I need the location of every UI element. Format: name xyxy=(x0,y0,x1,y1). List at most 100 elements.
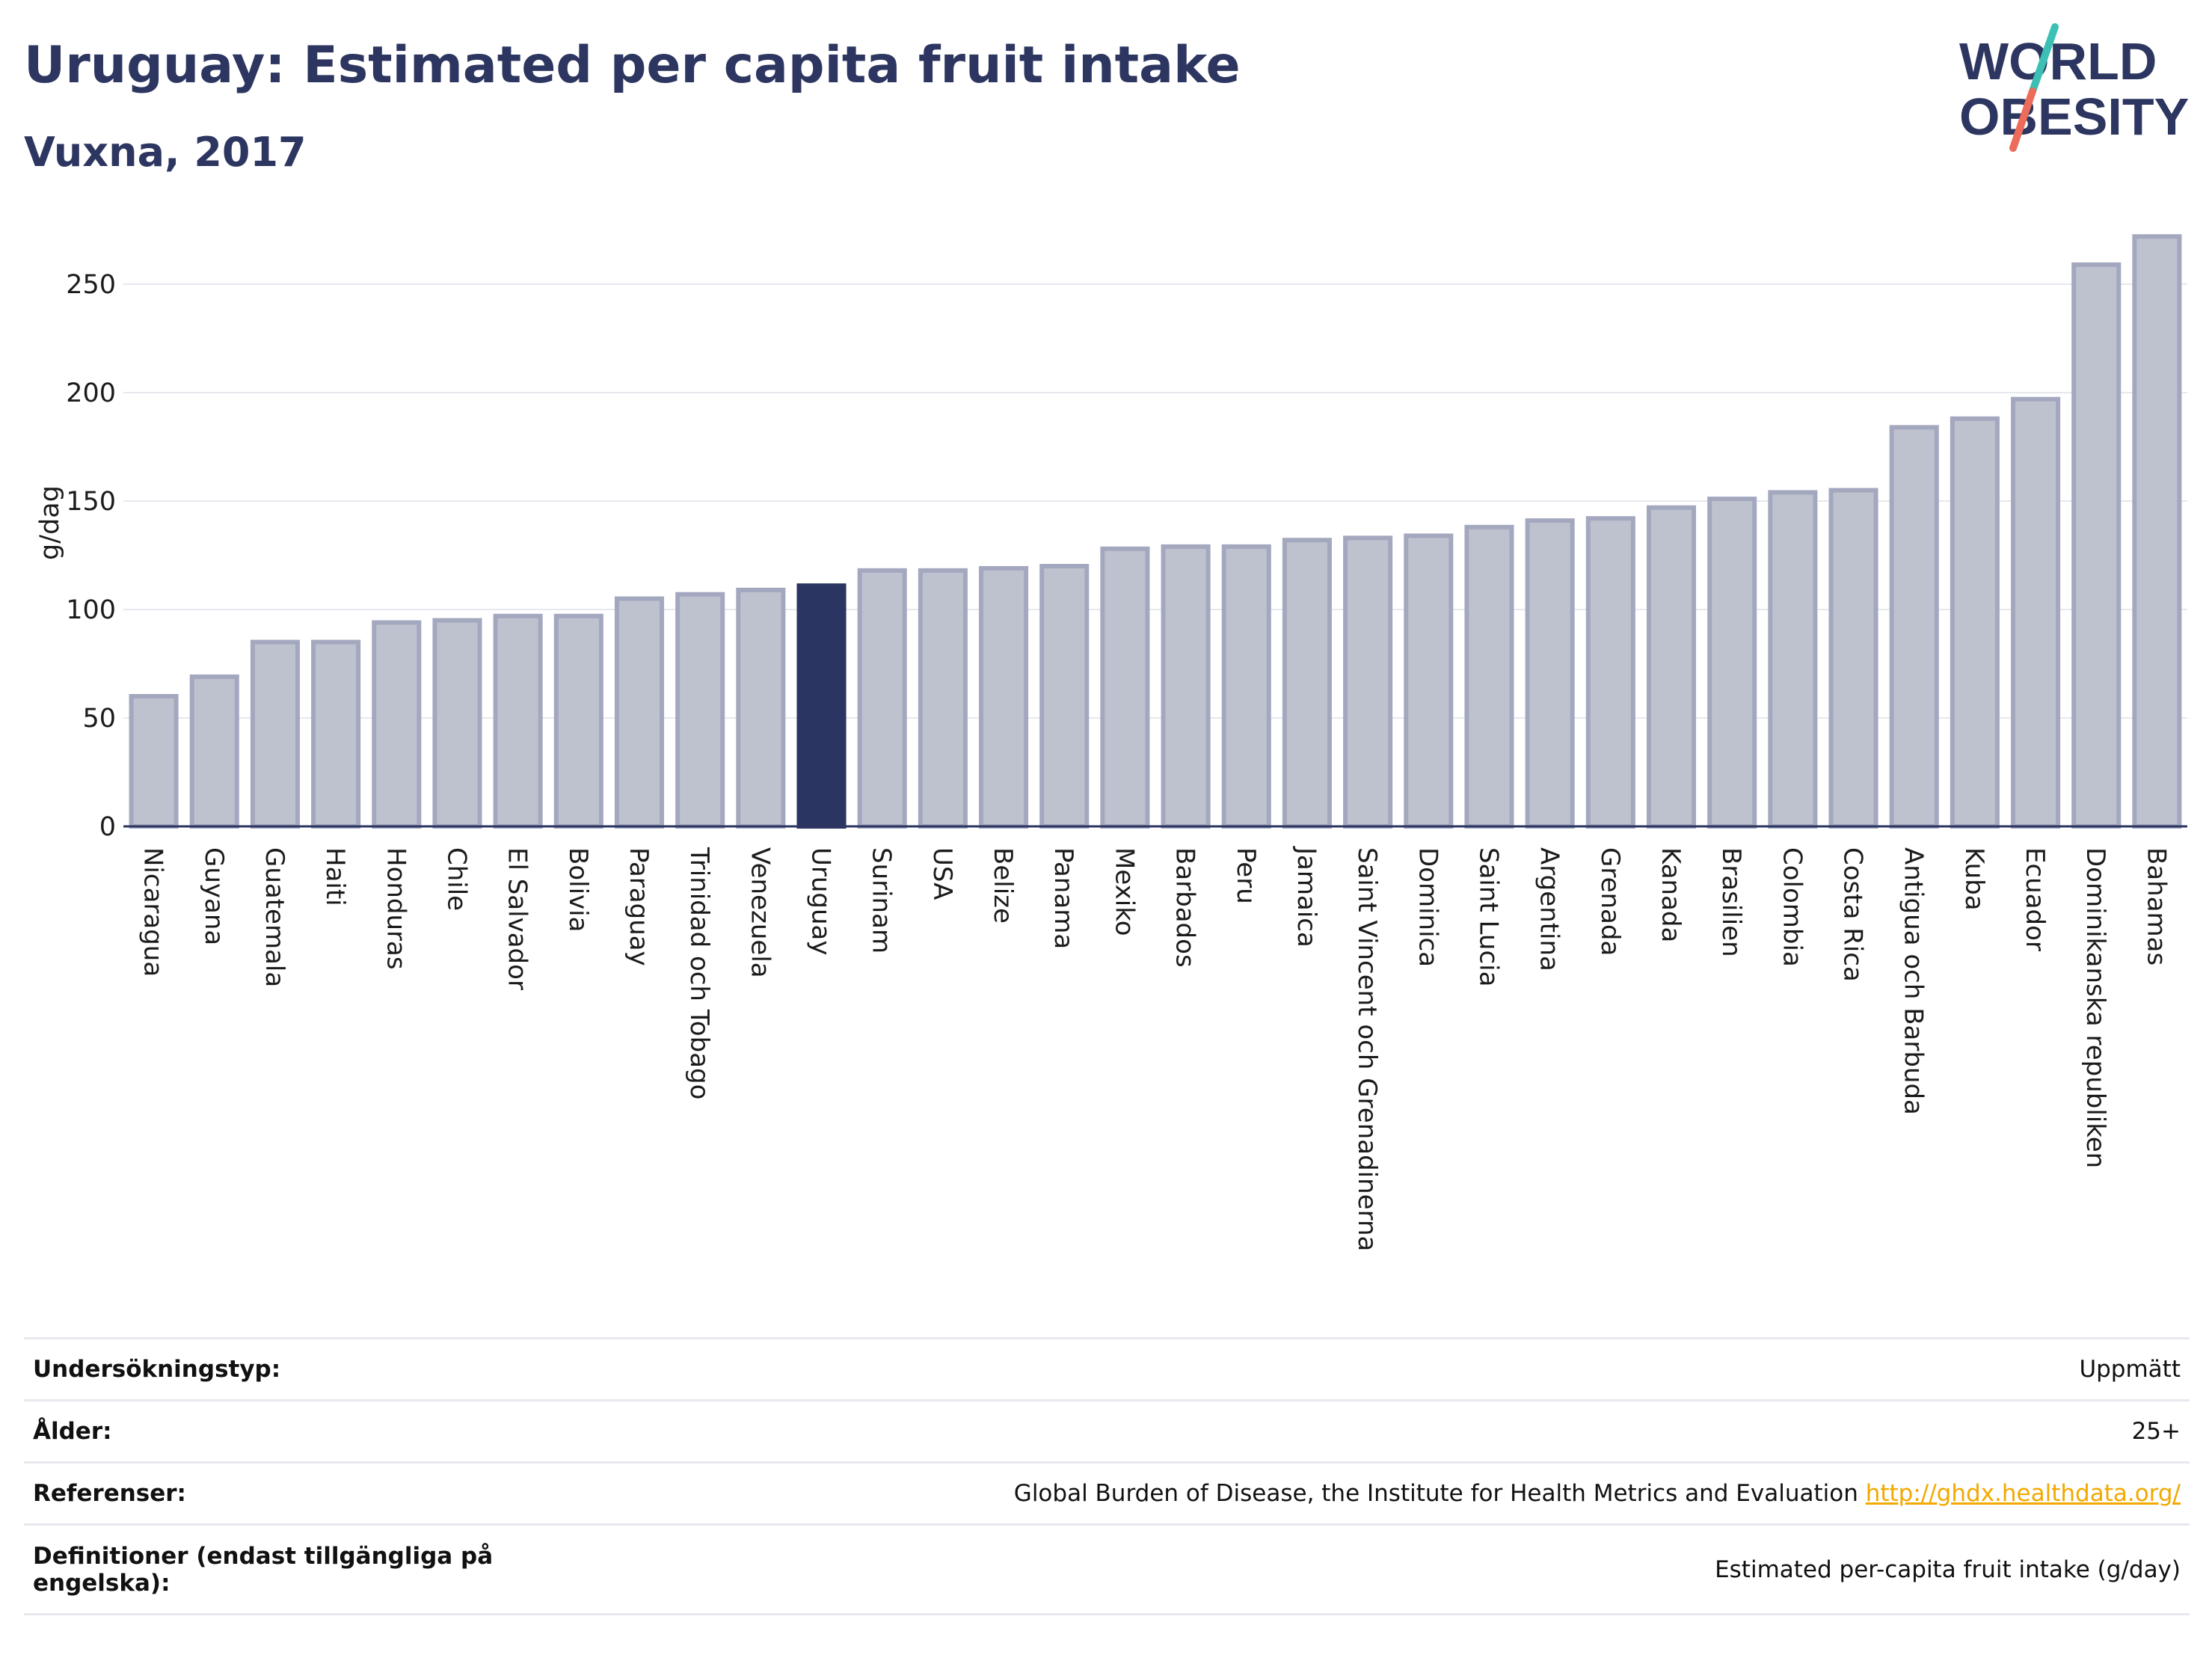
y-tick-label: 100 xyxy=(66,595,116,625)
info-row-survey-type: Undersökningstyp: Uppmätt xyxy=(24,1337,2190,1401)
info-key: Undersökningstyp: xyxy=(24,1337,520,1401)
x-axis-labels: Nicaragua Guyana Guatemala Haiti Honduras Chi… xyxy=(138,846,2172,1251)
bar-saint-lucia[interactable] xyxy=(1464,524,1514,829)
info-table: Undersökningstyp: Uppmätt Ålder: 25+ Ref… xyxy=(24,1337,2190,1615)
y-axis-label: g/dag xyxy=(35,485,65,560)
y-tick-label: 200 xyxy=(66,378,116,408)
x-tick-label: Saint Vincent och Grenadinerna xyxy=(1352,847,1382,1251)
x-tick-label: Dominikanska republiken xyxy=(2080,847,2110,1168)
bar-panama[interactable] xyxy=(1039,564,1090,829)
chart-title: Uruguay: Estimated per capita fruit inta… xyxy=(24,36,1241,95)
x-tick-label: Jamaica xyxy=(1291,846,1321,948)
bar-jamaica[interactable] xyxy=(1282,538,1332,829)
bar-uruguay[interactable] xyxy=(796,583,847,829)
x-tick-label: Nicaragua xyxy=(138,847,168,977)
info-row-age: Ålder: 25+ xyxy=(24,1399,2190,1463)
x-tick-label: Chile xyxy=(441,847,471,911)
x-tick-label: Trinidad och Tobago xyxy=(684,847,714,1099)
info-key: Definitioner (endast tillgängliga på eng… xyxy=(24,1523,520,1615)
x-tick-label: Argentina xyxy=(1534,847,1564,971)
x-tick-label: El Salvador xyxy=(503,847,532,990)
chart-subtitle: Vuxna, 2017 xyxy=(24,129,307,176)
bar-colombia[interactable] xyxy=(1768,490,1818,829)
x-tick-label: Grenada xyxy=(1595,847,1625,956)
x-tick-label: Paraguay xyxy=(624,847,654,966)
x-tick-label: Kuba xyxy=(1959,847,1989,911)
bar-antigua-och-barbuda[interactable] xyxy=(1889,425,1939,829)
bar-haiti[interactable] xyxy=(311,639,361,829)
bar-grenada[interactable] xyxy=(1585,516,1635,829)
bar-argentina[interactable] xyxy=(1525,518,1575,829)
bar-mexiko[interactable] xyxy=(1100,546,1150,829)
logo-slash-teal xyxy=(2029,23,2059,95)
bar-kuba[interactable] xyxy=(1950,416,2000,829)
x-tick-label: Guyana xyxy=(199,847,229,945)
info-row-definitions: Definitioner (endast tillgängliga på eng… xyxy=(24,1523,2190,1615)
info-value: Uppmätt xyxy=(520,1337,2190,1401)
bar-usa[interactable] xyxy=(918,568,968,829)
bar-bolivia[interactable] xyxy=(553,613,603,829)
x-tick-label: Antigua och Barbuda xyxy=(1899,847,1929,1115)
bar-guyana[interactable] xyxy=(189,674,239,829)
reference-link[interactable]: http://ghdx.healthdata.org/ xyxy=(1865,1480,2181,1507)
x-tick-label: Panama xyxy=(1048,847,1078,949)
bar-belize[interactable] xyxy=(979,565,1029,829)
bar-bahamas[interactable] xyxy=(2132,234,2182,829)
bar-chile[interactable] xyxy=(432,618,482,829)
info-value: Estimated per-capita fruit intake (g/day… xyxy=(520,1523,2190,1615)
bar-paraguay[interactable] xyxy=(614,596,665,829)
bar-saint-vincent-och-grenadinerna[interactable] xyxy=(1343,535,1393,829)
bar-barbados[interactable] xyxy=(1161,544,1211,829)
info-key: Referenser: xyxy=(24,1461,520,1525)
x-tick-label: Belize xyxy=(988,847,1018,924)
x-tick-label: Uruguay xyxy=(806,847,836,956)
x-tick-label: Venezuela xyxy=(745,847,775,978)
bar-venezuela[interactable] xyxy=(736,587,786,829)
bar-surinam[interactable] xyxy=(857,568,907,829)
bar-costa-rica[interactable] xyxy=(1828,488,1878,829)
x-tick-label: USA xyxy=(927,847,957,900)
bar-dominikanska-republiken[interactable] xyxy=(2071,262,2122,829)
bar-trinidad-och-tobago[interactable] xyxy=(675,592,725,829)
reference-text: Global Burden of Disease, the Institute … xyxy=(1013,1480,1858,1507)
x-tick-label: Guatemala xyxy=(259,847,289,987)
y-tick-label: 150 xyxy=(66,487,116,517)
x-tick-label: Kanada xyxy=(1656,847,1686,942)
x-tick-label: Brasilien xyxy=(1716,847,1746,957)
bars xyxy=(129,234,2182,829)
info-value: 25+ xyxy=(520,1399,2190,1463)
x-tick-label: Costa Rica xyxy=(1838,847,1868,982)
x-tick-label: Dominica xyxy=(1413,847,1443,967)
bar-chart: 0 50 100 150 200 250 Nicaragua Guyana Guatemala… xyxy=(35,234,2187,1251)
bar-dominica[interactable] xyxy=(1404,533,1454,829)
bar-ecuador[interactable] xyxy=(2011,396,2061,829)
x-tick-label: Mexiko xyxy=(1109,847,1139,936)
y-tick-label: 50 xyxy=(82,704,116,734)
bar-brasilien[interactable] xyxy=(1707,497,1757,829)
x-tick-label: Saint Lucia xyxy=(1473,847,1503,986)
logo-slash-coral xyxy=(2009,87,2036,152)
x-tick-label: Colombia xyxy=(1777,847,1807,967)
bar-el-salvador[interactable] xyxy=(493,613,543,829)
x-tick-label: Honduras xyxy=(381,847,411,970)
x-tick-label: Bahamas xyxy=(2141,847,2171,965)
bar-nicaragua[interactable] xyxy=(129,694,179,829)
x-tick-label: Peru xyxy=(1231,847,1261,904)
bar-peru[interactable] xyxy=(1221,544,1271,829)
y-tick-label: 0 xyxy=(99,812,116,842)
x-tick-label: Barbados xyxy=(1170,847,1200,968)
x-tick-label: Surinam xyxy=(867,847,897,954)
y-axis-ticks: 0 50 100 150 200 250 xyxy=(66,270,116,842)
bar-guatemala[interactable] xyxy=(250,639,300,829)
x-tick-label: Ecuador xyxy=(2020,847,2050,951)
logo-word-obesity: OBESITY xyxy=(1959,87,2189,146)
y-tick-label: 250 xyxy=(66,270,116,300)
x-tick-label: Bolivia xyxy=(563,847,593,932)
world-obesity-logo: WORLD OBESITY xyxy=(1959,23,2189,152)
info-key: Ålder: xyxy=(24,1399,520,1463)
bar-honduras[interactable] xyxy=(372,620,422,829)
x-tick-label: Haiti xyxy=(320,847,350,906)
logo-word-world: WORLD xyxy=(1959,32,2157,90)
bar-kanada[interactable] xyxy=(1646,505,1697,829)
info-row-references: Referenser: Global Burden of Disease, th… xyxy=(24,1461,2190,1525)
